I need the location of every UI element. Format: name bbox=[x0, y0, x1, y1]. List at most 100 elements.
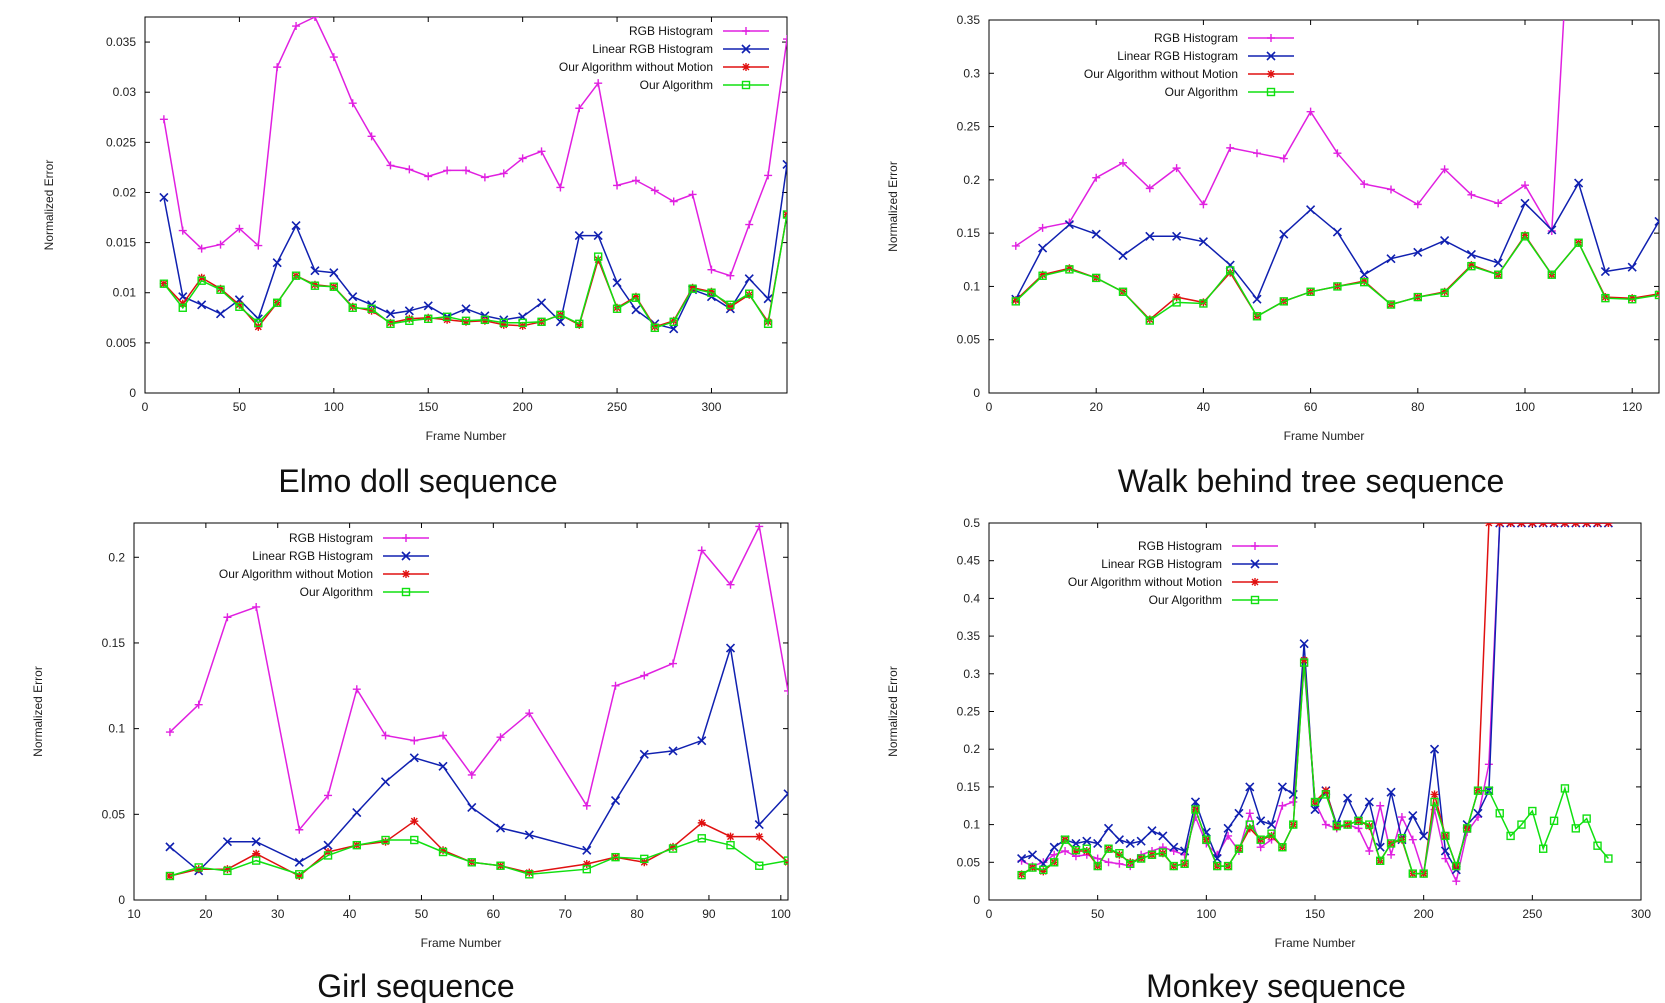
chart-caption: Monkey sequence bbox=[1146, 968, 1406, 1003]
data-point bbox=[310, 266, 320, 276]
data-point bbox=[194, 865, 203, 874]
data-point bbox=[1061, 846, 1070, 855]
data-point bbox=[707, 265, 716, 274]
data-point bbox=[295, 872, 304, 881]
data-point bbox=[409, 753, 419, 763]
data-point bbox=[1011, 241, 1020, 250]
data-point bbox=[367, 304, 376, 313]
data-point bbox=[518, 154, 527, 163]
data-point bbox=[1574, 178, 1584, 188]
data-point bbox=[1279, 229, 1289, 239]
data-point bbox=[1039, 867, 1048, 876]
data-point bbox=[782, 159, 787, 169]
data-point bbox=[1430, 790, 1439, 799]
x-tick-label: 100 bbox=[771, 907, 791, 921]
data-point bbox=[495, 823, 506, 833]
plot-frame bbox=[133, 522, 789, 901]
legend-label: Our Algorithm without Motion bbox=[559, 60, 713, 74]
data-point bbox=[1011, 297, 1020, 306]
data-point bbox=[1212, 861, 1222, 871]
data-point bbox=[1582, 523, 1591, 527]
data-point bbox=[1092, 173, 1101, 182]
data-point bbox=[640, 671, 649, 680]
data-point bbox=[1441, 831, 1450, 841]
data-point bbox=[1065, 265, 1074, 274]
data-point bbox=[215, 309, 226, 319]
data-point bbox=[197, 300, 207, 310]
data-point bbox=[1408, 869, 1418, 878]
data-point bbox=[668, 746, 678, 756]
data-point bbox=[582, 801, 591, 810]
data-point bbox=[1506, 831, 1515, 841]
data-point bbox=[367, 306, 376, 315]
data-point bbox=[1354, 824, 1363, 833]
x-axis-label: Frame Number bbox=[421, 936, 502, 950]
data-point bbox=[1050, 850, 1059, 859]
data-point bbox=[159, 192, 169, 203]
y-tick-label: 0.05 bbox=[957, 333, 981, 347]
legend-marker bbox=[1267, 70, 1275, 78]
data-point bbox=[1226, 268, 1235, 277]
data-point bbox=[273, 63, 282, 72]
data-point bbox=[223, 613, 232, 622]
data-point bbox=[1528, 806, 1537, 816]
data-point bbox=[410, 835, 419, 845]
legend-label: Linear RGB Histogram bbox=[252, 549, 373, 563]
data-point bbox=[1289, 797, 1298, 806]
data-point bbox=[1354, 816, 1363, 826]
data-point bbox=[1060, 835, 1070, 844]
data-point bbox=[1364, 797, 1374, 807]
data-point bbox=[1560, 784, 1570, 793]
data-point bbox=[1245, 809, 1254, 818]
x-tick-label: 70 bbox=[559, 907, 573, 921]
data-point bbox=[1493, 258, 1503, 268]
y-tick-label: 0.15 bbox=[957, 780, 981, 794]
data-point bbox=[1190, 797, 1201, 807]
data-point bbox=[443, 166, 452, 175]
series-line-1 bbox=[163, 164, 787, 330]
data-point bbox=[216, 284, 225, 293]
data-point bbox=[424, 314, 433, 324]
x-tick-label: 250 bbox=[1522, 907, 1542, 921]
data-point bbox=[348, 99, 357, 108]
data-point bbox=[324, 791, 333, 800]
data-point bbox=[272, 258, 282, 268]
data-point bbox=[1484, 523, 1493, 527]
data-point bbox=[1169, 861, 1178, 871]
data-point bbox=[223, 866, 232, 876]
legend-marker bbox=[1250, 595, 1260, 605]
data-point bbox=[251, 837, 261, 847]
x-tick-label: 0 bbox=[986, 400, 993, 414]
data-point bbox=[310, 280, 319, 289]
legend-marker bbox=[742, 63, 750, 71]
data-point bbox=[352, 685, 361, 694]
data-point bbox=[611, 852, 620, 862]
data-point bbox=[1147, 826, 1157, 836]
data-point bbox=[1252, 294, 1262, 304]
data-point bbox=[1049, 858, 1059, 867]
data-point bbox=[755, 832, 764, 841]
data-point bbox=[631, 176, 640, 185]
data-point bbox=[467, 858, 476, 867]
data-point bbox=[252, 602, 261, 611]
data-point bbox=[537, 317, 546, 327]
data-point bbox=[1467, 261, 1476, 270]
data-point bbox=[178, 303, 187, 312]
data-point bbox=[669, 324, 679, 334]
data-point bbox=[593, 231, 603, 241]
data-point bbox=[1343, 793, 1353, 803]
data-point bbox=[291, 271, 301, 280]
y-axis-label: Normalized Error bbox=[886, 161, 900, 252]
data-point bbox=[216, 240, 225, 249]
data-point bbox=[1082, 846, 1091, 855]
data-point bbox=[381, 731, 390, 740]
data-point bbox=[1234, 808, 1244, 818]
data-point bbox=[639, 749, 649, 759]
data-point bbox=[688, 190, 697, 199]
data-point bbox=[1452, 861, 1461, 871]
data-point bbox=[1321, 820, 1330, 829]
data-point bbox=[1038, 243, 1048, 253]
data-point bbox=[1115, 859, 1124, 868]
legend-marker bbox=[1266, 87, 1276, 97]
